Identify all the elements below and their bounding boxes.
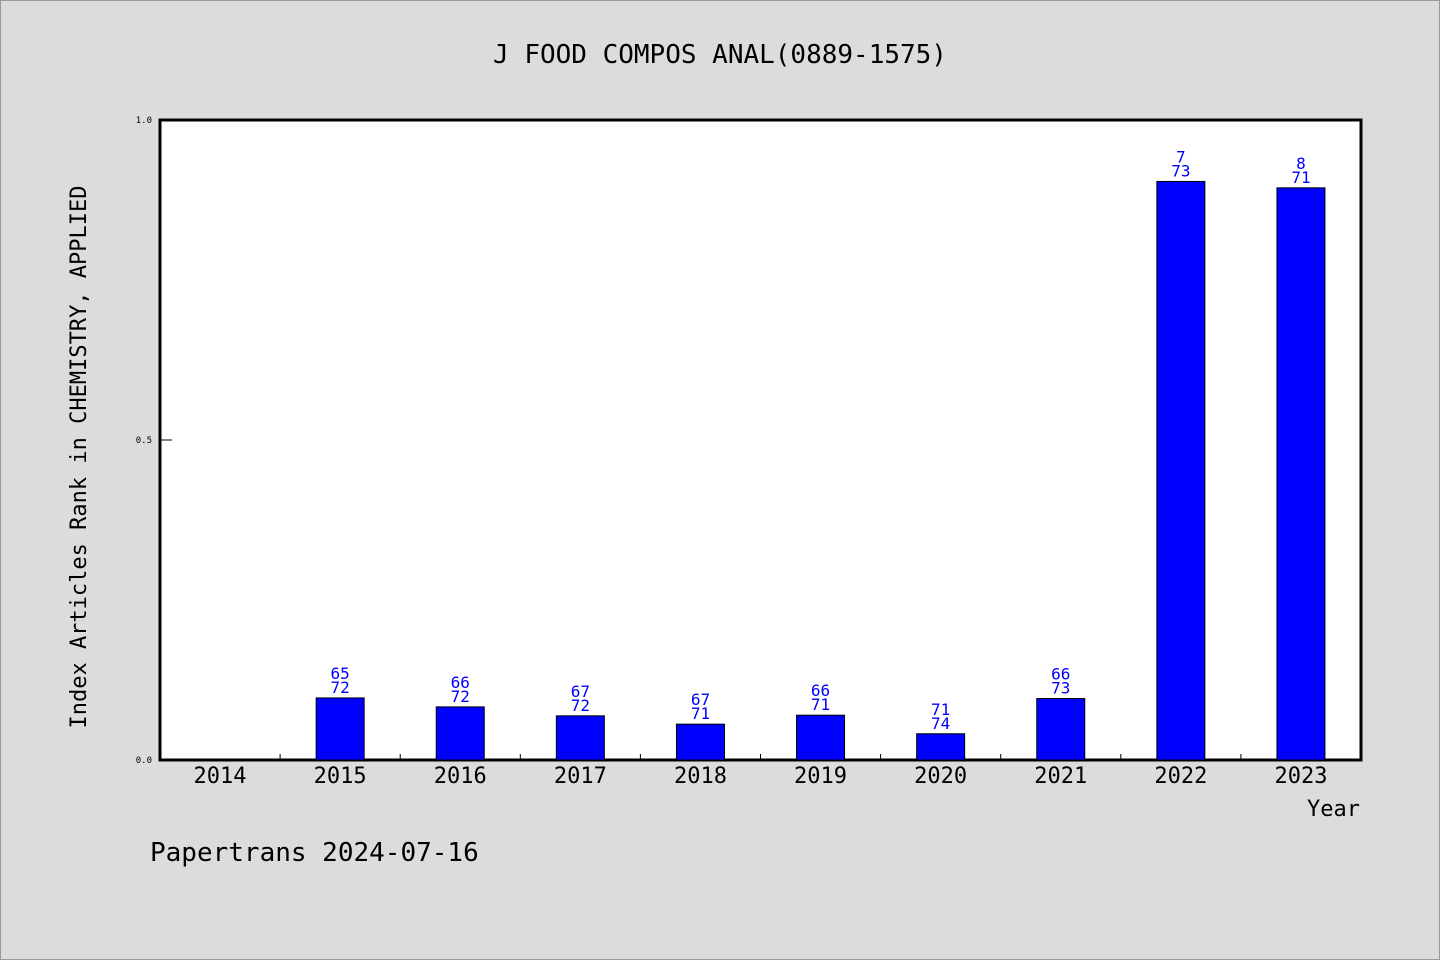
bar xyxy=(555,715,605,761)
x-tick-label: 2019 xyxy=(794,764,847,789)
bar-rank-label: 71 xyxy=(931,700,950,719)
bar-total-label: 71 xyxy=(691,704,710,723)
bar xyxy=(1036,698,1086,761)
bar xyxy=(435,706,485,761)
y-tick-label: 1.0 xyxy=(136,116,152,126)
bar-total-label: 72 xyxy=(451,687,470,706)
bar-rank-label: 8 xyxy=(1296,154,1306,173)
x-tick-label: 2017 xyxy=(554,764,607,789)
bar xyxy=(796,714,846,761)
bar-total-label: 74 xyxy=(931,714,950,733)
bar-rank-label: 67 xyxy=(691,690,710,709)
bar-total-label: 72 xyxy=(331,678,350,697)
bar-rank-label: 65 xyxy=(331,664,350,683)
bar-rank-label: 66 xyxy=(1051,665,1070,684)
x-tick-label: 2020 xyxy=(914,764,967,789)
x-axis-ticks: 2014 2015 2016 2017 2018 2019 2020 2021 2022 2023 xyxy=(194,754,1327,789)
bar-total-label: 71 xyxy=(1291,168,1310,187)
chart-title: J FOOD COMPOS ANAL(0889-1575) xyxy=(493,40,947,70)
x-tick-label: 2014 xyxy=(194,764,247,789)
bar-total-label: 71 xyxy=(811,695,830,714)
y-axis-ticks: 0.0 0.5 1.0 xyxy=(136,116,172,766)
x-tick-label: 2016 xyxy=(434,764,487,789)
x-tick-label: 2015 xyxy=(314,764,367,789)
bar xyxy=(916,733,966,761)
bars xyxy=(315,180,1326,761)
y-tick-label: 0.5 xyxy=(136,436,152,446)
bar-rank-label: 67 xyxy=(571,682,590,701)
x-tick-label: 2018 xyxy=(674,764,727,789)
bar-total-label: 73 xyxy=(1051,679,1070,698)
bar xyxy=(1156,180,1206,761)
bar xyxy=(315,697,365,761)
x-tick-label: 2022 xyxy=(1154,764,1207,789)
x-tick-label: 2023 xyxy=(1274,764,1327,789)
bar-total-label: 73 xyxy=(1171,161,1190,180)
x-tick-label: 2021 xyxy=(1034,764,1087,789)
footer-watermark: Papertrans 2024-07-16 xyxy=(150,838,479,868)
bar-rank-label: 66 xyxy=(451,673,470,692)
bar-rank-label: 66 xyxy=(811,681,830,700)
y-axis-label: Index Articles Rank in CHEMISTRY, APPLIE… xyxy=(67,185,92,728)
bar xyxy=(1276,187,1326,761)
bar-rank-label: 7 xyxy=(1176,147,1186,166)
x-axis-label: Year xyxy=(1307,797,1360,822)
bar-total-label: 72 xyxy=(571,696,590,715)
bar xyxy=(675,723,725,761)
y-tick-label: 0.0 xyxy=(136,756,152,766)
